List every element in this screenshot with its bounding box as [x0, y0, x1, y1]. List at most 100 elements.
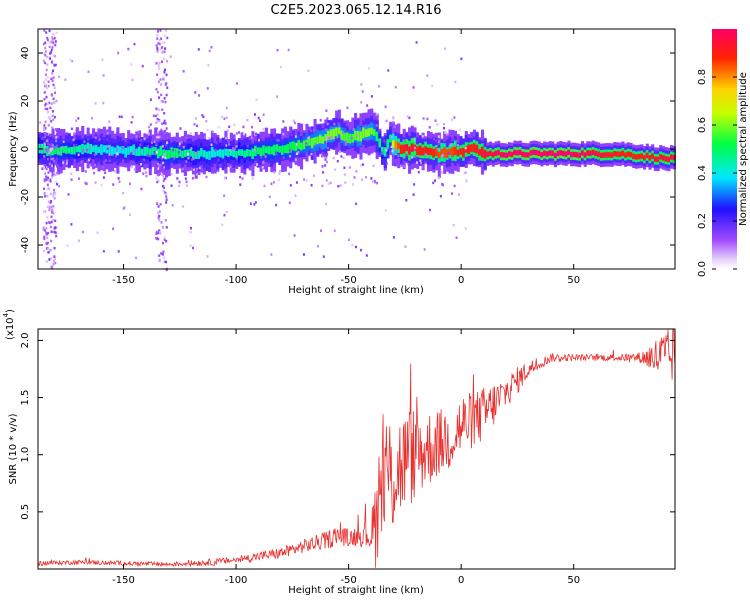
heatmap-speckle	[46, 139, 49, 143]
heatmap-speckle	[153, 150, 156, 154]
heatmap-speckle	[43, 124, 46, 127]
heatmap-speckle	[52, 76, 55, 79]
heatmap-speckle	[165, 195, 168, 198]
snr-ytick-label: 0.5	[20, 504, 31, 520]
heatmap-speckle	[163, 177, 166, 181]
heatmap-speckle	[320, 146, 323, 149]
heatmap-speckle	[212, 130, 215, 134]
heatmap-cell	[475, 144, 479, 154]
heatmap-speckle	[196, 151, 199, 155]
heatmap-speckle	[227, 143, 230, 146]
heatmap-speckle	[178, 144, 181, 148]
heatmap-speckle	[46, 75, 49, 79]
heatmap-speckle	[157, 42, 160, 45]
heatmap-speckle	[355, 170, 358, 173]
heatmap-speckle	[150, 145, 153, 148]
heatmap-speckle	[361, 163, 364, 166]
heatmap-speckle	[385, 148, 388, 152]
heatmap-cell	[497, 149, 501, 156]
heatmap-speckle	[49, 192, 52, 196]
heatmap-speckle	[431, 84, 434, 88]
heatmap-speckle	[45, 178, 48, 182]
heatmap-cell	[202, 150, 206, 158]
heatmap-speckle	[442, 162, 445, 166]
heatmap-cell	[151, 146, 155, 155]
heatmap-speckle	[270, 253, 273, 256]
heatmap-speckle	[156, 73, 159, 76]
heatmap-speckle	[322, 171, 325, 174]
heatmap-speckle	[302, 253, 305, 256]
heatmap-speckle	[43, 229, 46, 232]
heatmap-speckle	[51, 61, 54, 64]
heatmap-speckle	[449, 143, 452, 146]
heatmap-cell	[459, 148, 463, 155]
heatmap-speckle	[419, 159, 422, 163]
heatmap-speckle	[149, 155, 152, 158]
heatmap-speckle	[178, 184, 181, 188]
heatmap-speckle	[130, 152, 133, 155]
heatmap-speckle	[49, 51, 52, 55]
heatmap-cell	[556, 150, 560, 157]
heatmap-cell	[464, 146, 468, 153]
heatmap-speckle	[277, 178, 280, 182]
heatmap-cell	[524, 152, 528, 158]
heatmap-speckle	[54, 40, 57, 43]
heatmap-speckle	[405, 198, 408, 202]
heatmap-speckle	[55, 157, 58, 161]
heatmap-cell	[664, 156, 668, 162]
heatmap-cell	[462, 147, 466, 158]
heatmap-speckle	[43, 235, 46, 239]
heatmap-speckle	[158, 42, 161, 46]
heatmap-speckle	[48, 221, 51, 225]
heatmap-speckle	[157, 162, 160, 166]
heatmap-speckle	[253, 149, 256, 152]
heatmap-speckle	[51, 79, 54, 83]
heatmap-speckle	[75, 119, 78, 123]
heatmap-cell	[583, 152, 587, 158]
heatmap-speckle	[365, 254, 368, 257]
heatmap-cell	[56, 147, 61, 155]
heatmap-cell	[116, 145, 120, 156]
heatmap-speckle	[433, 179, 436, 182]
heatmap-speckle	[47, 110, 50, 114]
heatmap-cell	[516, 150, 520, 156]
heatmap-speckle	[54, 128, 57, 131]
heatmap-cell	[521, 151, 525, 158]
heatmap-speckle	[122, 191, 125, 195]
heatmap-speckle	[370, 95, 373, 98]
heatmap-cell	[170, 147, 174, 158]
heatmap-speckle	[210, 143, 213, 147]
heatmap-speckle	[122, 207, 125, 210]
heatmap-speckle	[178, 142, 181, 145]
heatmap-speckle	[397, 161, 400, 164]
heatmap-speckle	[205, 119, 208, 123]
heatmap-speckle	[159, 47, 162, 51]
heatmap-speckle	[47, 187, 50, 191]
heatmap-cell	[224, 148, 228, 156]
heatmap-speckle	[355, 245, 358, 249]
heatmap-speckle	[190, 167, 193, 171]
heatmap-cell	[429, 147, 433, 156]
heatmap-speckle	[157, 130, 160, 134]
heatmap-speckle	[223, 117, 226, 120]
heatmap-speckle	[155, 121, 158, 124]
heatmap-speckle	[93, 171, 96, 175]
heatmap-speckle	[55, 226, 58, 229]
heatmap-speckle	[414, 155, 417, 158]
heatmap-speckle	[193, 123, 196, 126]
heatmap-speckle	[161, 50, 164, 53]
heatmap-speckle	[373, 180, 376, 183]
heatmap-speckle	[44, 84, 47, 87]
heatmap-speckle	[397, 154, 400, 157]
heatmap-cell	[491, 152, 495, 158]
heatmap-cell	[129, 146, 133, 154]
heatmap-speckle	[162, 250, 165, 254]
heatmap-speckle	[44, 163, 47, 167]
heatmap-speckle	[452, 223, 455, 227]
heatmap-speckle	[276, 48, 279, 52]
heatmap-cell	[348, 133, 352, 144]
heatmap-speckle	[160, 60, 163, 63]
heatmap-speckle	[262, 127, 265, 131]
snr-xlabel: Height of straight line (km)	[288, 585, 424, 596]
heatmap-cell	[626, 151, 630, 157]
